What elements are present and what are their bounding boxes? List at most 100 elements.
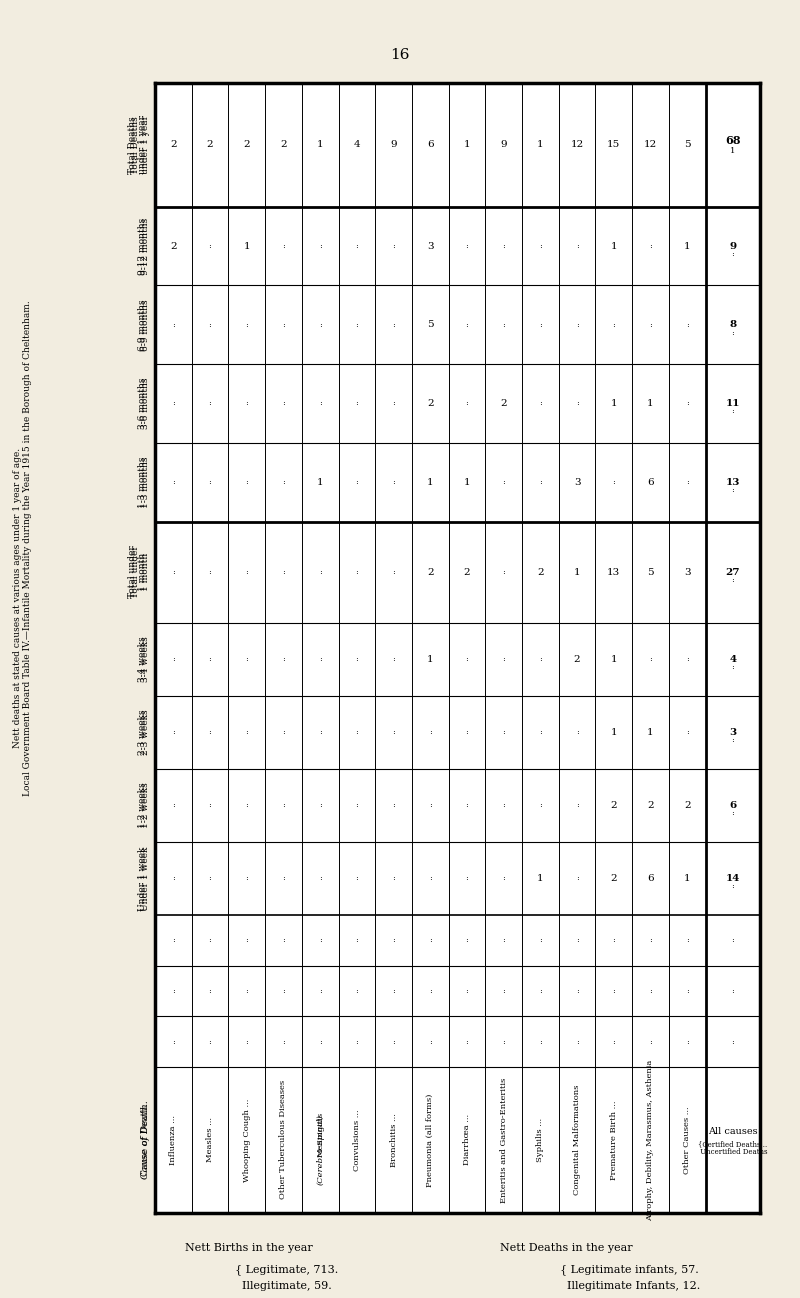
- Text: 2-3 weeks: 2-3 weeks: [141, 710, 150, 755]
- Text: 9: 9: [390, 140, 397, 149]
- Text: Whooping Cough ...: Whooping Cough ...: [242, 1098, 250, 1181]
- Text: :: :: [576, 241, 578, 251]
- Text: :: :: [246, 569, 248, 576]
- Text: :: :: [355, 569, 358, 576]
- Text: 16: 16: [390, 48, 410, 62]
- Text: 2: 2: [464, 567, 470, 576]
- Text: :: :: [282, 241, 285, 251]
- Text: Enteritis and Gastro-Enteritis: Enteritis and Gastro-Enteritis: [500, 1077, 508, 1202]
- Text: :: :: [355, 655, 358, 663]
- Text: 3-4 weeks: 3-4 weeks: [141, 636, 150, 683]
- Text: :: :: [209, 321, 211, 328]
- Text: 13: 13: [726, 478, 740, 487]
- Text: 2-3 weeks: 2-3 weeks: [138, 710, 147, 755]
- Text: 2: 2: [206, 140, 214, 149]
- Text: :: :: [172, 655, 174, 663]
- Text: :: :: [502, 801, 505, 810]
- Text: Under 1 week: Under 1 week: [141, 846, 150, 911]
- Text: :: :: [172, 478, 174, 487]
- Text: 4: 4: [730, 654, 736, 663]
- Text: :: :: [318, 321, 322, 328]
- Text: :: :: [731, 663, 734, 671]
- Text: Other Causes ...: Other Causes ...: [683, 1106, 691, 1173]
- Text: Total under
1 month: Total under 1 month: [130, 545, 150, 598]
- Text: 1-2 weeks: 1-2 weeks: [138, 783, 147, 828]
- Text: 1: 1: [647, 398, 654, 408]
- Text: :: :: [282, 655, 285, 663]
- Text: :: :: [392, 478, 395, 487]
- Text: :: :: [731, 408, 734, 415]
- Text: 5: 5: [647, 567, 654, 576]
- Text: 2: 2: [500, 398, 507, 408]
- Text: :: :: [539, 728, 542, 736]
- Text: :: :: [318, 728, 322, 736]
- Text: All causes: All causes: [708, 1128, 758, 1137]
- Text: :: :: [392, 241, 395, 251]
- Text: :: :: [172, 728, 174, 736]
- Text: 14: 14: [726, 874, 740, 883]
- Text: :: :: [731, 251, 734, 258]
- Text: 12: 12: [570, 140, 584, 149]
- Text: 15: 15: [607, 140, 621, 149]
- Text: :: :: [392, 801, 395, 810]
- Text: Illegitimate, 59.: Illegitimate, 59.: [235, 1281, 332, 1292]
- Text: :: :: [576, 875, 578, 883]
- Text: :: :: [355, 875, 358, 883]
- Text: :: :: [649, 321, 652, 328]
- Text: :: :: [209, 1037, 211, 1045]
- Text: :: :: [731, 736, 734, 744]
- Text: :: :: [539, 241, 542, 251]
- Bar: [155, 83, 760, 1214]
- Text: :: :: [612, 936, 615, 945]
- Text: 1: 1: [647, 728, 654, 737]
- Text: 5: 5: [684, 140, 690, 149]
- Text: { Legitimate, 713.: { Legitimate, 713.: [235, 1264, 338, 1276]
- Text: :: :: [731, 883, 734, 890]
- Text: 13: 13: [607, 567, 621, 576]
- Text: 1: 1: [684, 241, 690, 251]
- Text: 3: 3: [684, 567, 690, 576]
- Text: Bronchitis ...: Bronchitis ...: [390, 1112, 398, 1167]
- Text: 3-4 weeks: 3-4 weeks: [138, 636, 147, 683]
- Text: :: :: [539, 936, 542, 945]
- Text: :: :: [282, 400, 285, 408]
- Text: 12: 12: [644, 140, 657, 149]
- Text: 1: 1: [427, 478, 434, 487]
- Text: 1: 1: [317, 478, 323, 487]
- Text: :: :: [246, 1037, 248, 1045]
- Text: Diarrhœa ...: Diarrhœa ...: [463, 1115, 471, 1166]
- Text: :: :: [246, 400, 248, 408]
- Text: :: :: [392, 321, 395, 328]
- Text: :: :: [392, 875, 395, 883]
- Text: :: :: [731, 1037, 734, 1045]
- Text: :: :: [466, 875, 469, 883]
- Text: :: :: [502, 569, 505, 576]
- Text: 9: 9: [730, 241, 736, 251]
- Text: 6: 6: [729, 801, 737, 810]
- Text: 3: 3: [730, 728, 736, 737]
- Text: 6: 6: [647, 478, 654, 487]
- Text: 2: 2: [170, 241, 177, 251]
- Text: 9-12 months: 9-12 months: [138, 217, 147, 275]
- Text: :: :: [209, 569, 211, 576]
- Text: :: :: [649, 241, 652, 251]
- Text: :: :: [502, 478, 505, 487]
- Text: :: :: [731, 328, 734, 336]
- Text: 2: 2: [427, 398, 434, 408]
- Text: :: :: [502, 728, 505, 736]
- Text: :: :: [429, 986, 432, 996]
- Text: 5: 5: [427, 321, 434, 330]
- Text: :: :: [282, 728, 285, 736]
- Text: :: :: [686, 1037, 689, 1045]
- Text: :: :: [539, 986, 542, 996]
- Text: 2: 2: [684, 801, 690, 810]
- Text: :: :: [649, 655, 652, 663]
- Text: :: :: [209, 801, 211, 810]
- Text: :: :: [576, 728, 578, 736]
- Text: :: :: [355, 478, 358, 487]
- Text: 4: 4: [354, 140, 360, 149]
- Text: :: :: [731, 576, 734, 584]
- Text: Under 1 week: Under 1 week: [138, 846, 147, 911]
- Text: 2: 2: [537, 567, 544, 576]
- Text: 1: 1: [684, 874, 690, 883]
